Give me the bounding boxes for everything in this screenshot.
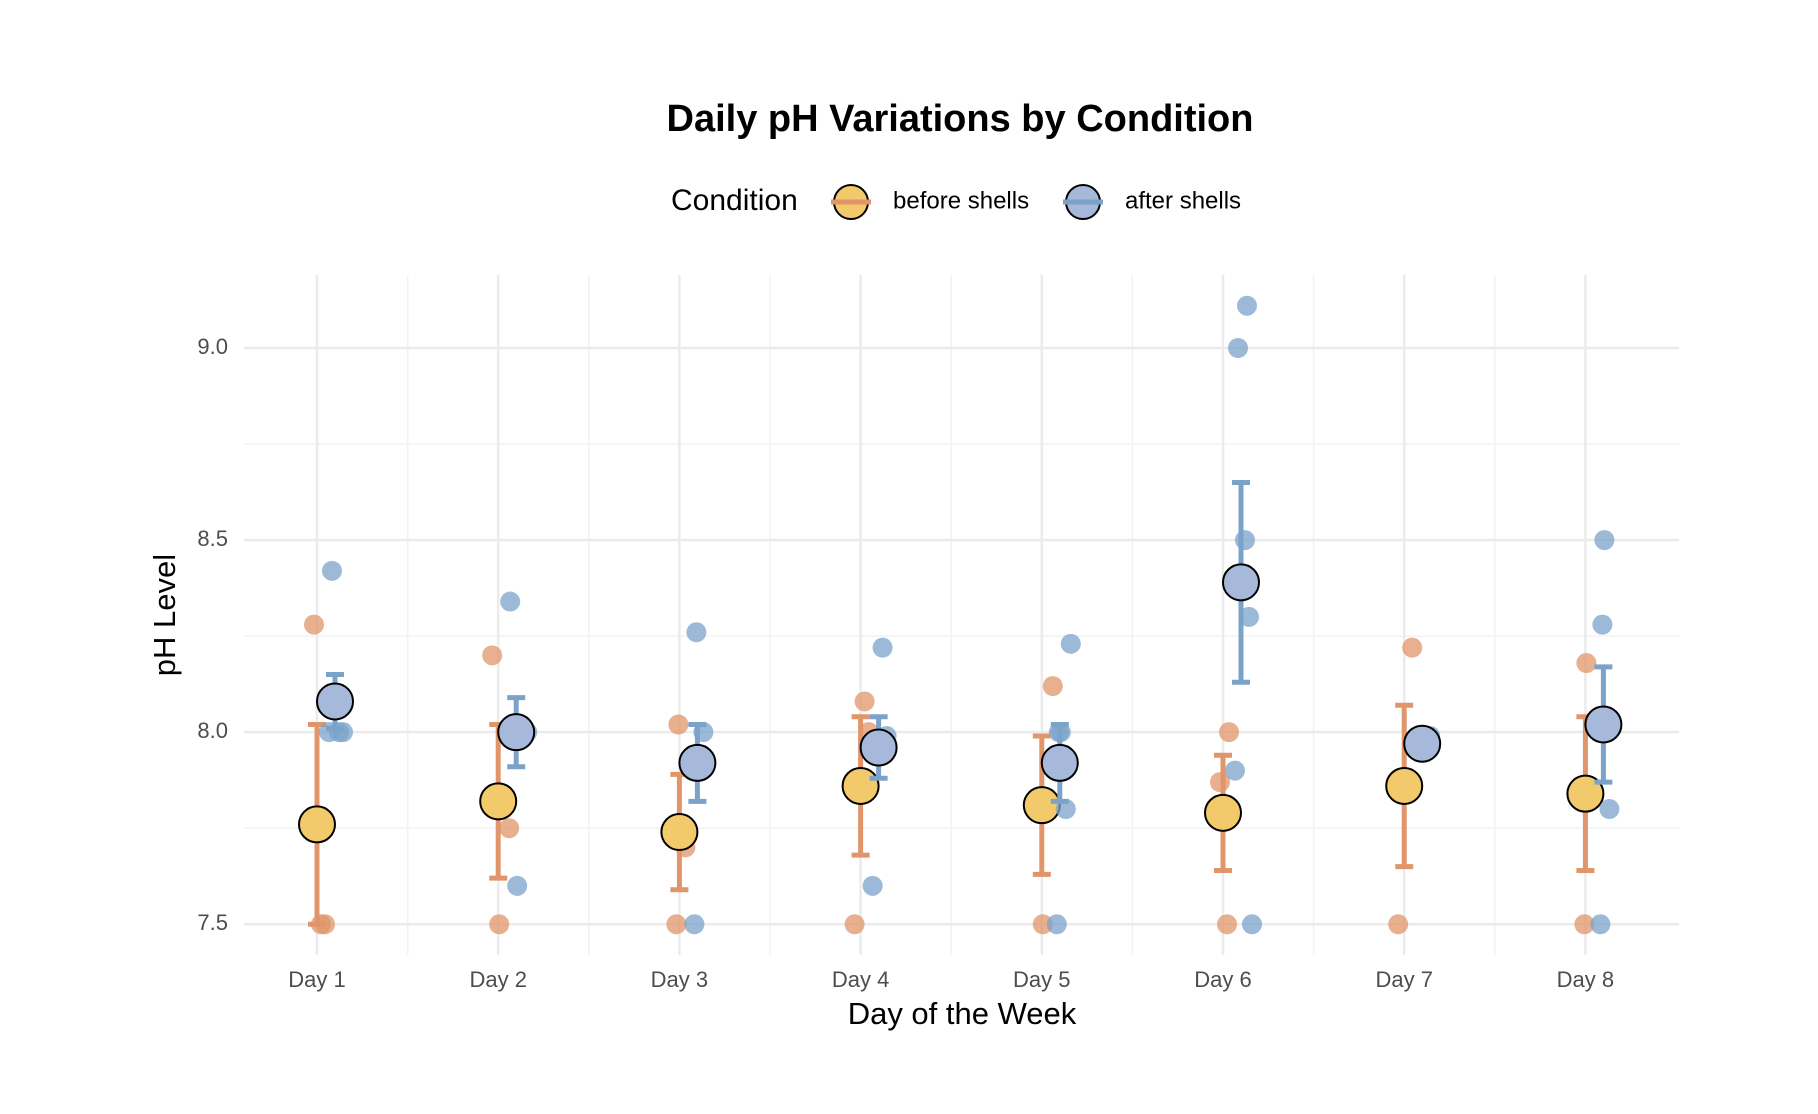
raw-point [1042,676,1063,697]
raw-point [1237,295,1257,316]
mean-point [678,743,717,782]
mean-point [1385,766,1424,805]
x-tick-label: Day 4 [832,967,889,992]
raw-point [1574,914,1595,935]
mean-point [316,682,354,721]
mean-point [841,766,880,805]
y-tick-label: 8.5 [197,526,228,551]
raw-point [1046,914,1067,935]
raw-point [500,591,521,612]
legend-title: Condition [671,184,798,217]
mean-point [1403,724,1442,763]
raw-point [1576,653,1597,674]
raw-point [684,914,705,935]
mean-point [1584,705,1623,744]
x-tick-label: Day 3 [651,967,708,992]
mean-point [1204,793,1242,832]
raw-point [1402,637,1423,658]
raw-point [872,637,893,658]
mean-point [1566,774,1605,813]
mean-point [1022,786,1061,825]
legend-label: after shells [1125,187,1241,214]
raw-point [1225,760,1245,781]
raw-point [862,875,883,896]
mean-point [298,805,336,844]
mean-point [660,813,699,852]
raw-point [1228,337,1248,358]
x-tick-label: Day 2 [469,967,526,992]
legend-label: before shells [893,187,1029,214]
raw-point [1594,530,1615,551]
raw-point [482,645,503,666]
raw-point [1219,722,1239,743]
raw-point [1242,914,1262,935]
raw-point [1055,799,1076,820]
raw-point [1235,530,1255,551]
x-tick-label: Day 6 [1194,967,1251,992]
raw-point [1217,914,1237,935]
raw-point [507,875,528,896]
raw-point [1239,606,1259,627]
x-tick-label: Day 5 [1013,967,1070,992]
y-axis-title: pH Level [147,554,182,676]
x-tick-label: Day 1 [288,967,345,992]
mean-point [1040,743,1079,782]
mean-point [1222,563,1260,602]
mean-point [859,728,898,767]
raw-point [322,560,342,581]
raw-point [1032,914,1053,935]
raw-point [1599,799,1620,820]
raw-point [499,818,520,839]
y-tick-label: 8.0 [197,718,228,743]
raw-point [1388,914,1409,935]
raw-point [854,691,875,712]
raw-point [489,914,510,935]
raw-point [666,914,687,935]
raw-point [1592,614,1613,635]
x-axis-title: Day of the Week [848,996,1077,1031]
raw-point [1590,914,1611,935]
chart-title: Daily pH Variations by Condition [667,98,1254,140]
y-tick-label: 7.5 [197,910,228,935]
raw-point [1060,633,1081,654]
raw-point [304,614,324,635]
raw-point [686,622,707,643]
x-tick-label: Day 7 [1375,967,1432,992]
x-tick-label: Day 8 [1557,967,1614,992]
raw-point [668,714,689,735]
raw-point [844,914,865,935]
mean-point [479,782,518,821]
y-tick-label: 9.0 [197,334,228,359]
mean-point [497,713,536,752]
